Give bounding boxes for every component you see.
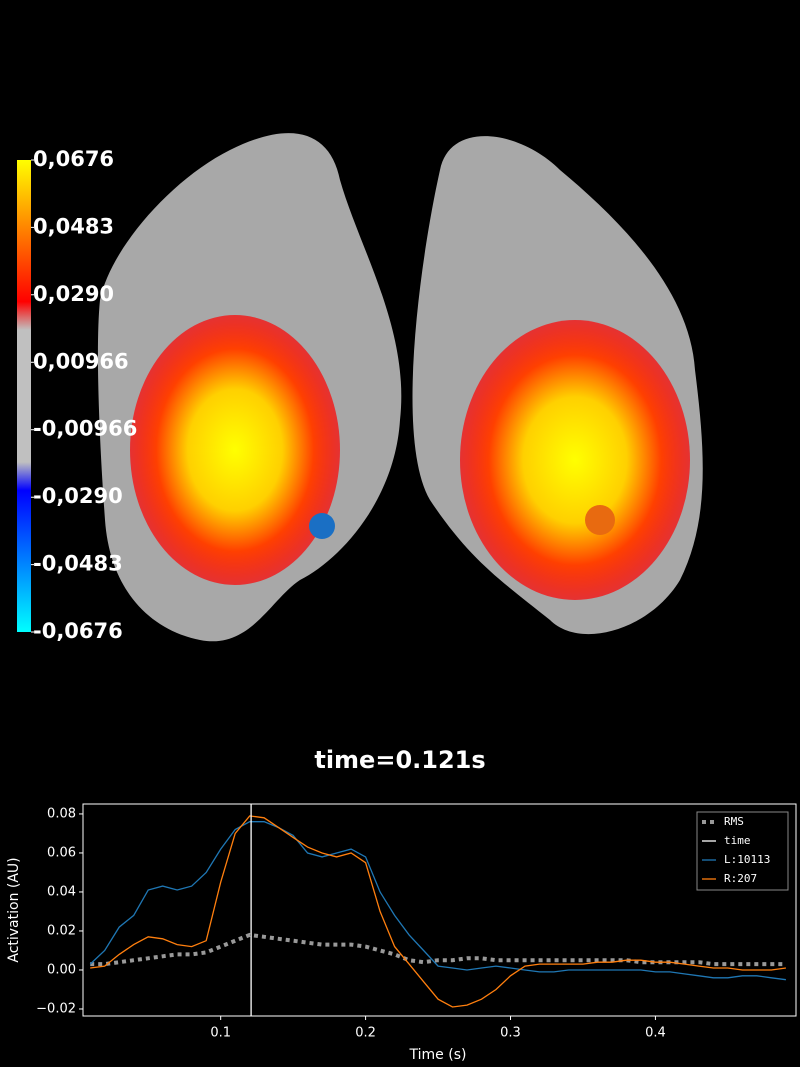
y-tick-label: 0.06: [47, 845, 76, 860]
y-tick-label: 0.08: [47, 806, 76, 821]
x-axis-label: Time (s): [409, 1047, 467, 1063]
legend-label: time: [724, 834, 751, 847]
legend-label: L:10113: [724, 853, 770, 866]
colorbar: [17, 160, 31, 632]
colorbar-label: 0,0676: [33, 147, 114, 171]
series-line: [90, 815, 786, 1008]
colorbar-label: 0,00966: [33, 349, 129, 373]
colorbar-label: -0,0676: [33, 619, 123, 643]
colorbar-label: -0,00966: [33, 417, 137, 441]
x-tick-label: 0.4: [645, 1026, 666, 1041]
brain: [97, 133, 703, 642]
colorbar-label: 0,0483: [33, 214, 114, 238]
series-line: [90, 932, 786, 967]
time-label: time=0.121s: [314, 746, 485, 774]
colorbar-label: -0,0483: [33, 552, 123, 576]
legend-label: R:207: [724, 872, 757, 885]
legend-box: [696, 811, 789, 891]
x-tick-label: 0.1: [210, 1026, 231, 1041]
y-tick-label: −0.02: [36, 1001, 76, 1016]
y-axis-label: Activation (AU): [6, 857, 22, 962]
legend-label: RMS: [724, 815, 744, 828]
plot-frame: [82, 803, 797, 1017]
colorbar-label: 0,0290: [33, 282, 114, 306]
colorbar-label: -0,0290: [33, 484, 123, 508]
y-tick-label: 0.04: [47, 884, 76, 899]
y-tick-label: 0.00: [47, 962, 76, 977]
y-tick-label: 0.02: [47, 923, 76, 938]
series-line: [89, 821, 786, 981]
x-tick-label: 0.3: [500, 1026, 521, 1041]
x-tick-label: 0.2: [355, 1026, 376, 1041]
